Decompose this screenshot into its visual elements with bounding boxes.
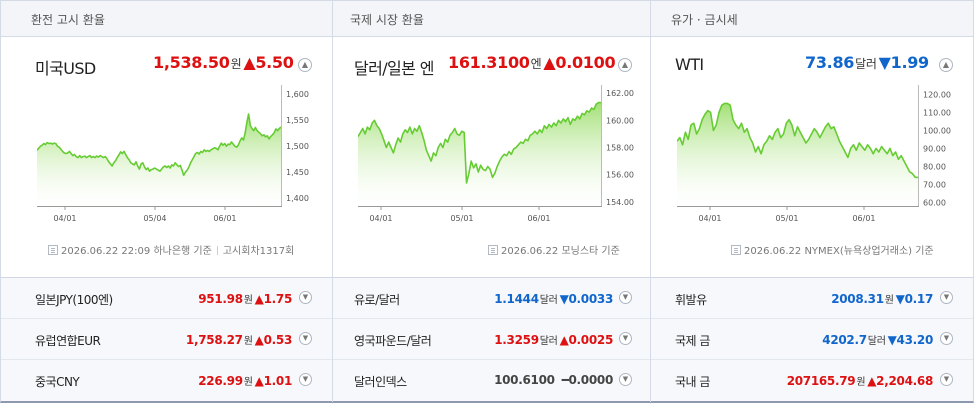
main-quote-name: WTI xyxy=(675,55,704,74)
y-tick-label: 160.00 xyxy=(606,116,634,125)
y-tick-label: 154.00 xyxy=(606,198,634,207)
row-value: 4202.7달러 ▼43.20 xyxy=(822,333,933,347)
y-tick-label: 60.00 xyxy=(923,198,946,207)
y-tick-label: 1,600 xyxy=(286,90,309,99)
usd-line-chart: 04/01 05/04 06/01 1,400 1,450 1,500 1,550 1,600 xyxy=(37,85,309,223)
series-area xyxy=(358,102,601,206)
section-title: 국제 시장 환율 xyxy=(333,1,650,37)
row-value: 2008.31원 ▼0.17 xyxy=(831,292,933,306)
main-quote-usdjpy[interactable]: 달러/일본 엔 161.3100엔 ▲0.0100 ▲ xyxy=(333,51,650,78)
table-row[interactable]: 달러인덱스 100.6100 ━0.0000 ▼ xyxy=(333,360,650,401)
y-tick-label: 90.00 xyxy=(923,144,946,153)
row-name: 국내 금 xyxy=(675,375,710,389)
chevron-down-icon[interactable]: ▼ xyxy=(940,373,953,386)
x-tick-label: 06/01 xyxy=(852,214,875,223)
row-name: 유로/달러 xyxy=(354,293,400,307)
series-line xyxy=(677,102,919,179)
section-title: 유가 · 금시세 xyxy=(651,1,973,37)
oil-gold-section: 유가 · 금시세 WTI 73.86달러 ▼1.99 ▲ 04/01 05/01 06… xyxy=(650,1,973,402)
y-tick-label: 120.00 xyxy=(923,90,951,99)
row-value: 1.3259달러 ▲0.0025 xyxy=(494,333,613,347)
row-name: 영국파운드/달러 xyxy=(354,334,432,348)
main-quote-name: 달러/일본 엔 xyxy=(354,59,434,78)
y-tick-label: 1,550 xyxy=(286,116,309,125)
row-value: 226.99원 ▲1.01 xyxy=(198,374,292,388)
x-tick-label: 06/01 xyxy=(527,214,550,223)
main-quote-value: 73.86달러 ▼1.99 xyxy=(805,53,929,72)
chevron-down-icon[interactable]: ▼ xyxy=(940,332,953,345)
chevron-down-icon[interactable]: ▼ xyxy=(299,373,312,386)
main-quote-value: 1,538.50원 ▲5.50 xyxy=(153,53,294,72)
x-tick-label: 05/01 xyxy=(775,214,798,223)
series-line xyxy=(358,101,602,184)
series-line xyxy=(37,113,282,177)
x-tick-label: 06/01 xyxy=(213,214,236,223)
rate-table: 유로/달러 1.1444달러 ▼0.0033 ▼ 영국파운드/달러 1.3259달… xyxy=(333,277,650,401)
x-tick-label: 05/01 xyxy=(450,214,473,223)
y-tick-label: 1,450 xyxy=(286,168,309,177)
exchange-section: 환전 고시 환율 미국USD 1,538.50원 ▲5.50 ▲ 04/01 05/… xyxy=(1,1,332,402)
y-tick-label: 70.00 xyxy=(923,180,946,189)
y-tick-label: 158.00 xyxy=(606,144,634,153)
y-tick-label: 156.00 xyxy=(606,171,634,180)
table-row[interactable]: 영국파운드/달러 1.3259달러 ▲0.0025 ▼ xyxy=(333,319,650,360)
main-quote-name: 미국USD xyxy=(35,59,96,78)
y-tick-label: 100.00 xyxy=(923,126,951,135)
row-name: 휘발유 xyxy=(675,293,707,307)
x-tick-label: 04/01 xyxy=(369,214,392,223)
chevron-up-icon[interactable]: ▲ xyxy=(298,58,312,72)
row-name: 일본JPY(100엔) xyxy=(35,293,113,307)
series-area xyxy=(677,103,918,206)
y-tick-label: 1,400 xyxy=(286,194,309,203)
document-icon xyxy=(48,245,58,255)
y-tick-label: 1,500 xyxy=(286,142,309,151)
table-row[interactable]: 국내 금 207165.79원 ▲2,204.68 ▼ xyxy=(651,360,973,401)
document-icon xyxy=(488,245,498,255)
y-tick-label: 80.00 xyxy=(923,162,946,171)
row-value: 1,758.27원 ▲0.53 xyxy=(185,333,292,347)
source-info: 2026.06.22 NYMEX(뉴욕상업거래소) 기준 xyxy=(731,242,934,257)
chevron-up-icon[interactable]: ▲ xyxy=(939,58,953,72)
main-quote-value: 161.3100엔 ▲0.0100 xyxy=(448,53,616,72)
row-name: 달러인덱스 xyxy=(354,375,407,389)
wti-line-chart: 04/01 05/01 06/01 60.00 70.00 80.00 90.00 100.0… xyxy=(677,85,951,223)
y-tick-label: 162.00 xyxy=(606,89,634,98)
main-quote-usd[interactable]: 미국USD 1,538.50원 ▲5.50 ▲ xyxy=(1,51,332,78)
source-info: 2026.06.22 22:09 하나은행 기준 고시회차1317회 xyxy=(48,242,294,257)
x-tick-label: 04/01 xyxy=(53,214,76,223)
rate-table: 휘발유 2008.31원 ▼0.17 ▼ 국제 금 4202.7달러 ▼43.20 … xyxy=(651,277,973,401)
source-info: 2026.06.22 모닝스타 기준 xyxy=(488,242,620,257)
main-quote-wti[interactable]: WTI 73.86달러 ▼1.99 ▲ xyxy=(651,51,973,77)
row-value: 1.1444달러 ▼0.0033 xyxy=(494,292,613,306)
intl-market-section: 국제 시장 환율 달러/일본 엔 161.3100엔 ▲0.0100 ▲ 04/0… xyxy=(332,1,650,402)
document-icon xyxy=(731,245,741,255)
row-name: 유럽연합EUR xyxy=(35,334,101,348)
chevron-down-icon[interactable]: ▼ xyxy=(619,291,632,304)
chevron-down-icon[interactable]: ▼ xyxy=(940,291,953,304)
table-row[interactable]: 중국CNY 226.99원 ▲1.01 ▼ xyxy=(1,360,332,401)
chevron-down-icon[interactable]: ▼ xyxy=(299,332,312,345)
chevron-down-icon[interactable]: ▼ xyxy=(299,291,312,304)
chevron-down-icon[interactable]: ▼ xyxy=(619,373,632,386)
table-row[interactable]: 유럽연합EUR 1,758.27원 ▲0.53 ▼ xyxy=(1,319,332,360)
table-row[interactable]: 일본JPY(100엔) 951.98원 ▲1.75 ▼ xyxy=(1,278,332,319)
usdjpy-line-chart: 04/01 05/01 06/01 154.00 156.00 158.00 160.00 1… xyxy=(358,85,634,223)
section-title: 환전 고시 환율 xyxy=(1,1,332,37)
row-value: 207165.79원 ▲2,204.68 xyxy=(786,374,934,388)
row-name: 중국CNY xyxy=(35,375,80,389)
y-tick-label: 110.00 xyxy=(923,108,951,117)
row-value: 951.98원 ▲1.75 xyxy=(198,292,292,306)
table-row[interactable]: 국제 금 4202.7달러 ▼43.20 ▼ xyxy=(651,319,973,360)
x-tick-label: 05/04 xyxy=(143,214,166,223)
rate-table: 일본JPY(100엔) 951.98원 ▲1.75 ▼ 유럽연합EUR 1,758… xyxy=(1,277,332,401)
table-row[interactable]: 유로/달러 1.1444달러 ▼0.0033 ▼ xyxy=(333,278,650,319)
x-tick-label: 04/01 xyxy=(698,214,721,223)
row-name: 국제 금 xyxy=(675,334,710,348)
series-area xyxy=(37,114,281,206)
row-value: 100.6100 ━0.0000 xyxy=(494,373,613,387)
chevron-up-icon[interactable]: ▲ xyxy=(618,58,632,72)
chevron-down-icon[interactable]: ▼ xyxy=(619,332,632,345)
table-row[interactable]: 휘발유 2008.31원 ▼0.17 ▼ xyxy=(651,278,973,319)
